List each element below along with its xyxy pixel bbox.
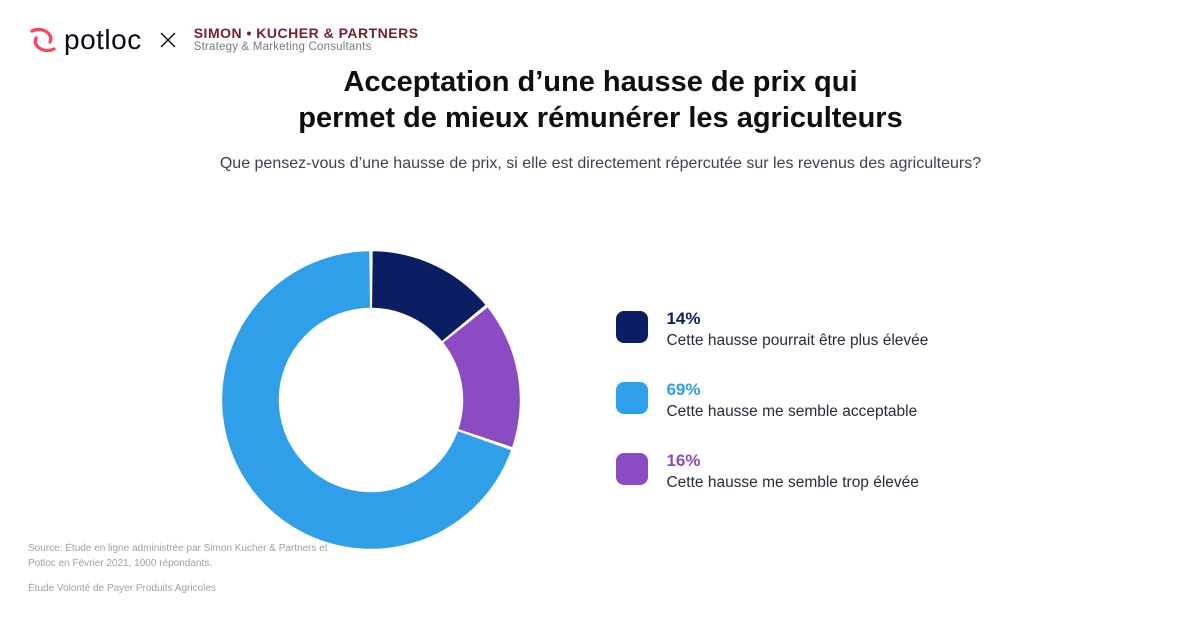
legend-label-higher: Cette hausse pourrait être plus élevée [666, 332, 928, 350]
legend: 14% Cette hausse pourrait être plus élevé… [576, 309, 1201, 492]
cross-icon [158, 30, 178, 50]
legend-swatch-higher [616, 311, 648, 343]
legend-item-too_high: 16% Cette hausse me semble trop élevée [616, 451, 1201, 492]
legend-item-higher: 14% Cette hausse pourrait être plus élevé… [616, 309, 1201, 350]
footnote-study: Étude Volonté de Payer Produits Agricole… [28, 581, 328, 596]
chart-area: 14% Cette hausse pourrait être plus élevé… [0, 220, 1201, 580]
donut-chart [216, 245, 526, 555]
legend-swatch-acceptable [616, 382, 648, 414]
legend-label-acceptable: Cette hausse me semble acceptable [666, 403, 917, 421]
title-line-1: Acceptation d’une hausse de prix qui [343, 66, 857, 98]
donut-wrap [0, 245, 576, 555]
sk-logo-line-1: SIMON • KUCHER & PARTNERS [194, 25, 419, 41]
legend-pct-too_high: 16% [666, 451, 918, 471]
legend-text-acceptable: 69% Cette hausse me semble acceptable [666, 380, 917, 421]
legend-text-higher: 14% Cette hausse pourrait être plus élevé… [666, 309, 928, 350]
simon-kucher-logo: SIMON • KUCHER & PARTNERS Strategy & Mar… [194, 25, 419, 54]
potloc-logo: potloc [28, 24, 142, 56]
logo-bar: potloc SIMON • KUCHER & PARTNERS Strateg… [28, 24, 419, 56]
legend-pct-acceptable: 69% [666, 380, 917, 400]
title-line-2: permet de mieux rémunérer les agriculteu… [298, 102, 902, 134]
potloc-mark-icon [28, 28, 58, 52]
page-title: Acceptation d’une hausse de prix qui per… [0, 64, 1201, 137]
legend-label-too_high: Cette hausse me semble trop élevée [666, 474, 918, 492]
subtitle: Que pensez-vous d’une hausse de prix, si… [0, 155, 1201, 173]
title-block: Acceptation d’une hausse de prix qui per… [0, 64, 1201, 173]
legend-item-acceptable: 69% Cette hausse me semble acceptable [616, 380, 1201, 421]
potloc-wordmark: potloc [64, 24, 142, 56]
legend-pct-higher: 14% [666, 309, 928, 329]
footnote-source: Source: Étude en ligne administrée par S… [28, 541, 328, 571]
footnote: Source: Étude en ligne administrée par S… [28, 541, 328, 596]
legend-text-too_high: 16% Cette hausse me semble trop élevée [666, 451, 918, 492]
sk-logo-line-2: Strategy & Marketing Consultants [194, 41, 419, 54]
legend-swatch-too_high [616, 453, 648, 485]
